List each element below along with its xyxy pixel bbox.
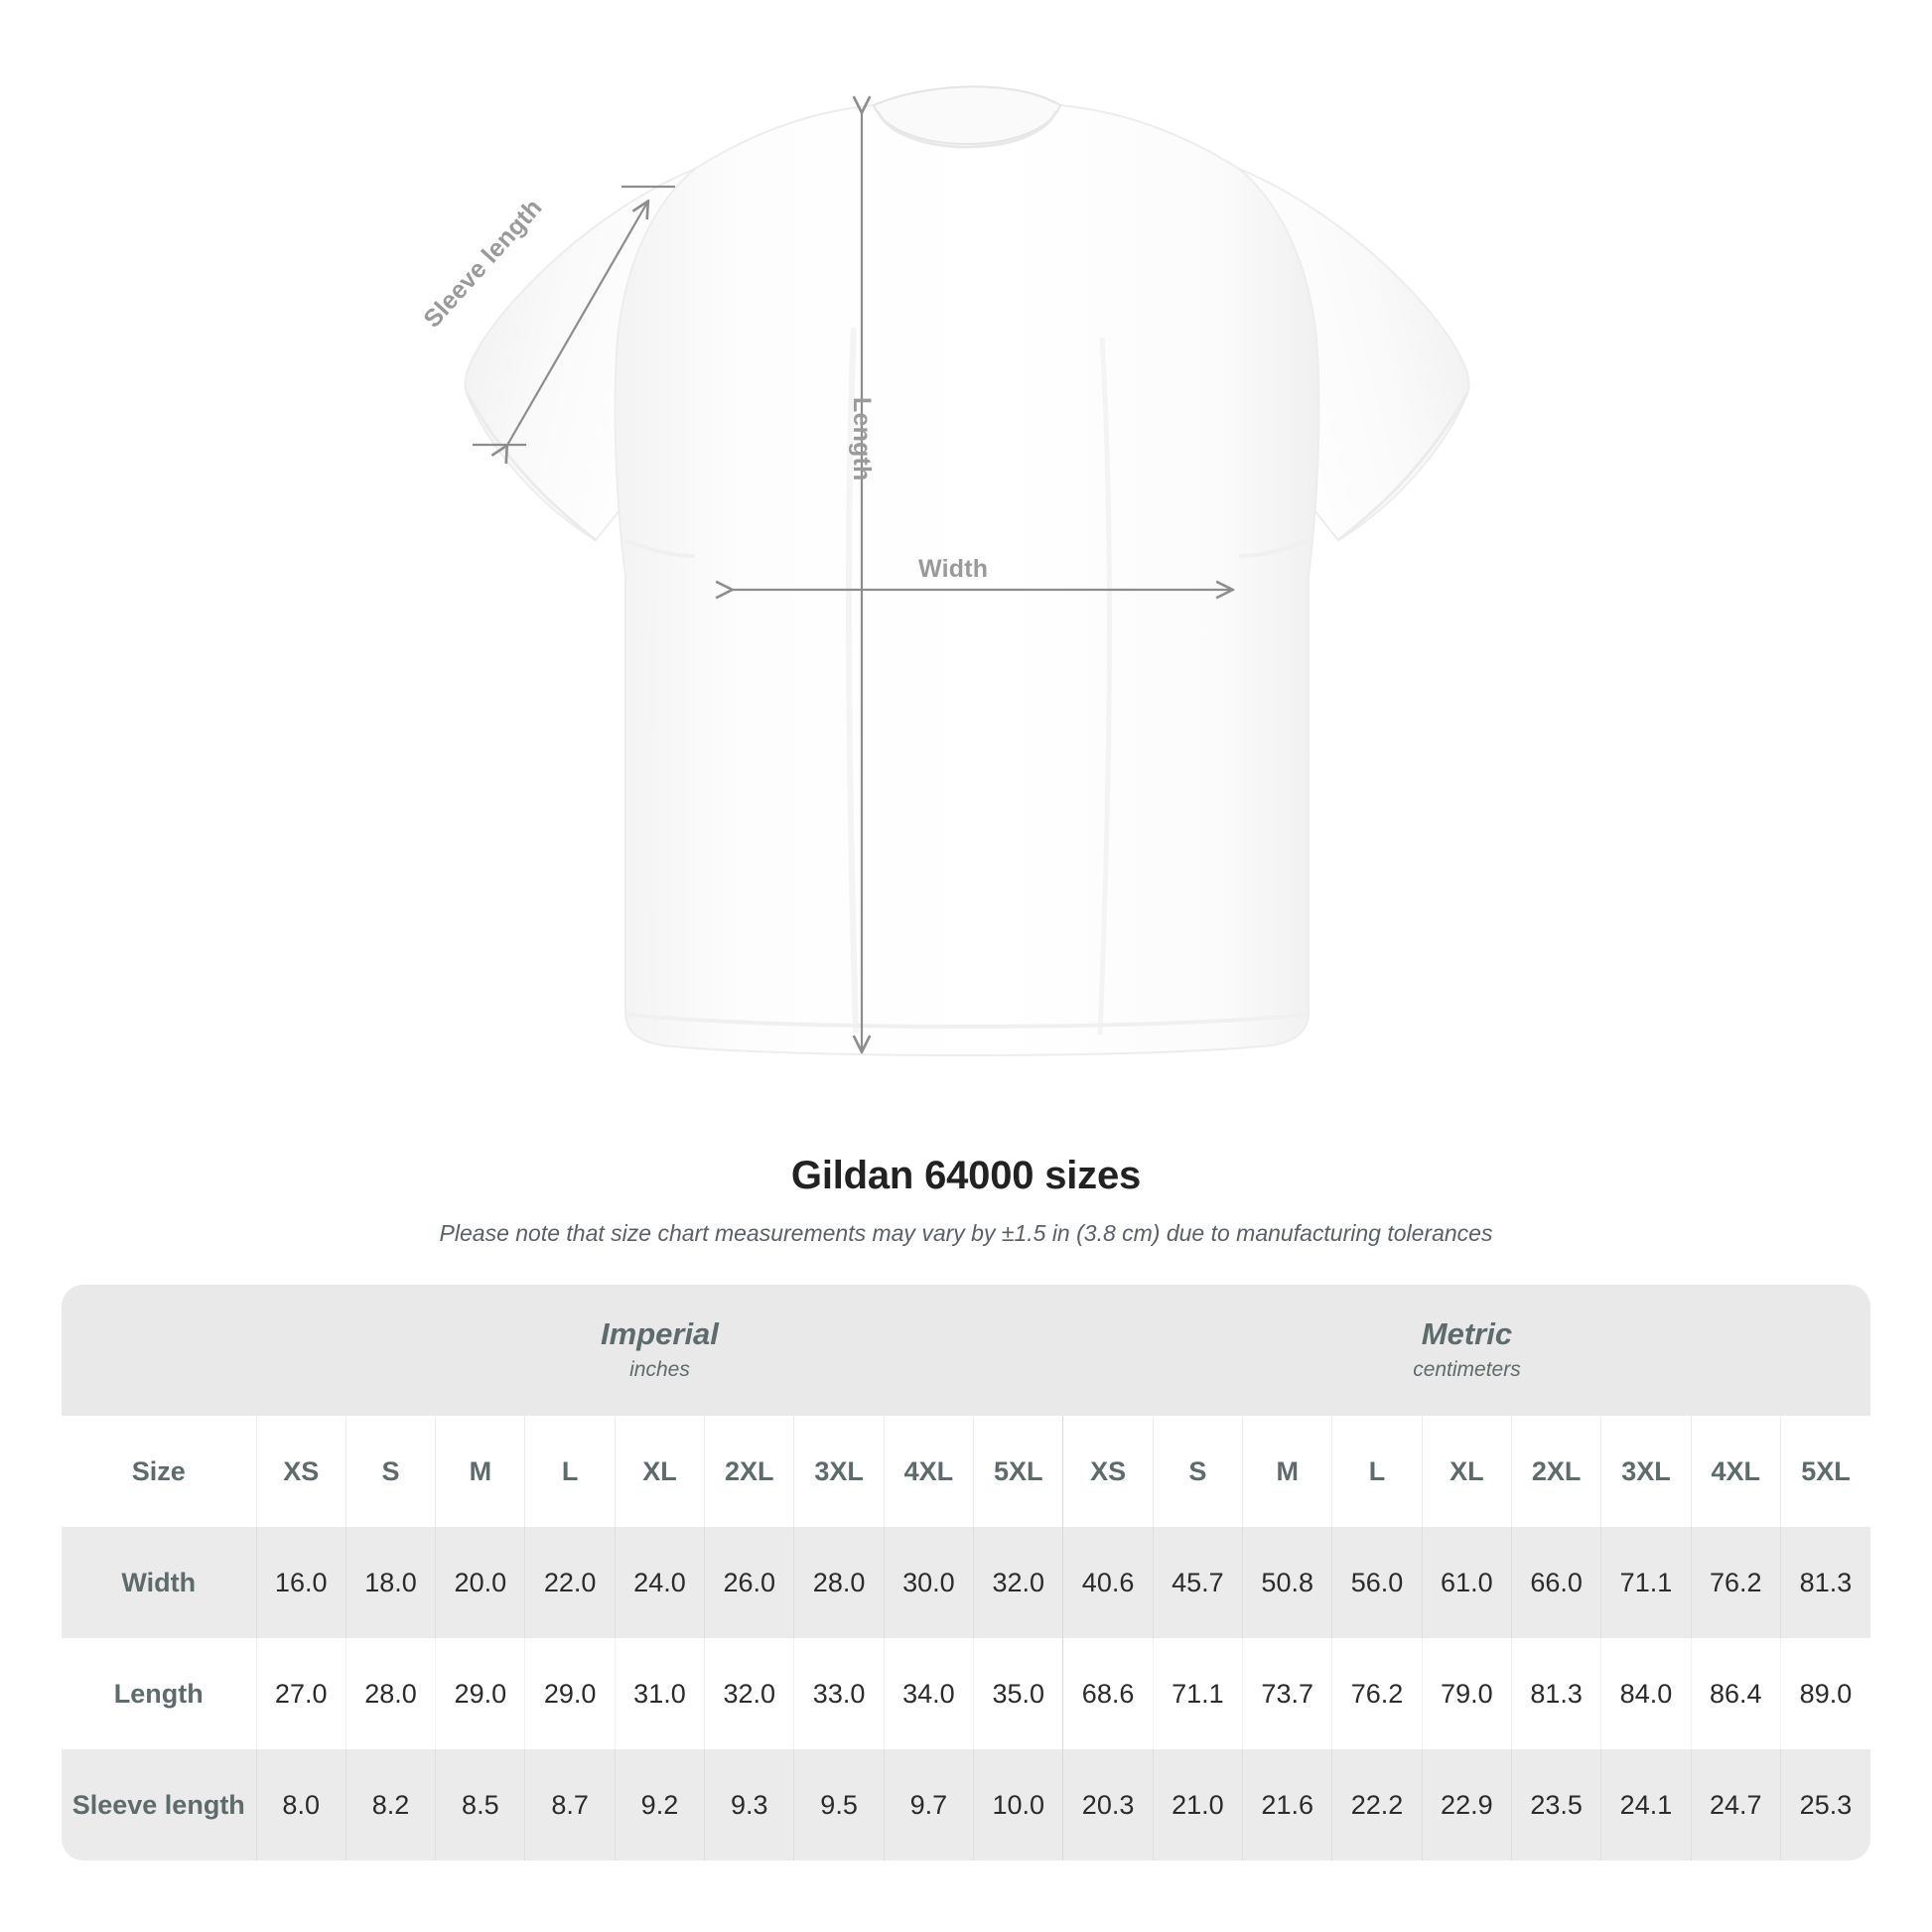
table-row: Sleeve length 8.0 8.2 8.5 8.7 9.2 9.3 9.… (62, 1749, 1870, 1861)
cell-value: 81.3 (1510, 1638, 1601, 1749)
sleeve-length-arrow (506, 203, 647, 447)
size-col-header: XL (614, 1416, 705, 1527)
unit-header-spacer (62, 1285, 257, 1416)
unit-header-row: Imperial inches Metric centimeters (62, 1285, 1870, 1416)
cell-value: 20.0 (435, 1527, 525, 1638)
cell-value: 26.0 (704, 1527, 794, 1638)
size-col-header: XS (1062, 1416, 1154, 1527)
cell-value: 21.6 (1242, 1749, 1332, 1861)
cell-value: 9.7 (883, 1749, 974, 1861)
size-col-header: M (1242, 1416, 1332, 1527)
table-row: Length 27.0 28.0 29.0 29.0 31.0 32.0 33.… (62, 1638, 1870, 1749)
cell-value: 22.2 (1331, 1749, 1423, 1861)
cell-value: 23.5 (1510, 1749, 1601, 1861)
cell-value: 29.0 (524, 1638, 616, 1749)
cell-value: 28.0 (345, 1638, 436, 1749)
cell-value: 33.0 (793, 1638, 885, 1749)
length-label: Length (848, 397, 876, 482)
size-col-header: 5XL (1779, 1416, 1870, 1527)
cell-value: 21.0 (1152, 1749, 1243, 1861)
cell-value: 76.2 (1331, 1638, 1423, 1749)
shirt-illustration: Sleeve length Length Width (418, 85, 1470, 1056)
cell-value: 79.0 (1421, 1638, 1512, 1749)
size-col-header: 2XL (1510, 1416, 1601, 1527)
cell-value: 9.2 (614, 1749, 705, 1861)
cell-value: 45.7 (1152, 1527, 1243, 1638)
size-row-label: Size (62, 1416, 257, 1527)
width-label: Width (918, 555, 989, 583)
cell-value: 29.0 (435, 1638, 525, 1749)
row-label: Sleeve length (62, 1749, 257, 1861)
cell-value: 84.0 (1600, 1638, 1692, 1749)
row-label: Width (62, 1527, 257, 1638)
size-col-header: 3XL (1600, 1416, 1692, 1527)
cell-value: 32.0 (704, 1638, 794, 1749)
unit-imperial-sub: inches (629, 1357, 690, 1381)
size-col-header: S (345, 1416, 436, 1527)
cell-value: 35.0 (973, 1638, 1063, 1749)
size-col-header: M (435, 1416, 525, 1527)
cell-value: 68.6 (1062, 1638, 1154, 1749)
cell-value: 34.0 (883, 1638, 974, 1749)
cell-value: 66.0 (1510, 1527, 1601, 1638)
cell-value: 10.0 (973, 1749, 1063, 1861)
cell-value: 28.0 (793, 1527, 885, 1638)
cell-value: 9.5 (793, 1749, 885, 1861)
cell-value: 89.0 (1779, 1638, 1870, 1749)
unit-group-imperial: Imperial inches (256, 1285, 1063, 1416)
cell-value: 86.4 (1690, 1638, 1781, 1749)
cell-value: 40.6 (1062, 1527, 1154, 1638)
size-col-header: 4XL (883, 1416, 974, 1527)
cell-value: 18.0 (345, 1527, 436, 1638)
cell-value: 27.0 (255, 1638, 346, 1749)
size-chart-table-wrapper: Imperial inches Metric centimeters Size … (62, 1285, 1870, 1861)
size-col-header: S (1152, 1416, 1243, 1527)
measurement-annotations (473, 111, 1231, 1050)
cell-value: 25.3 (1779, 1749, 1870, 1861)
cell-value: 56.0 (1331, 1527, 1423, 1638)
cell-value: 71.1 (1600, 1527, 1692, 1638)
table-row: Width 16.0 18.0 20.0 22.0 24.0 26.0 28.0… (62, 1527, 1870, 1638)
size-col-header: 5XL (973, 1416, 1063, 1527)
cell-value: 9.3 (704, 1749, 794, 1861)
unit-metric-sub: centimeters (1413, 1357, 1521, 1381)
cell-value: 30.0 (883, 1527, 974, 1638)
size-col-header: XS (255, 1416, 346, 1527)
cell-value: 31.0 (614, 1638, 705, 1749)
cell-value: 76.2 (1690, 1527, 1781, 1638)
cell-value: 81.3 (1779, 1527, 1870, 1638)
size-col-header: 3XL (793, 1416, 885, 1527)
cell-value: 20.3 (1062, 1749, 1154, 1861)
cell-value: 24.7 (1690, 1749, 1781, 1861)
cell-value: 24.0 (614, 1527, 705, 1638)
size-col-header: 4XL (1690, 1416, 1781, 1527)
cell-value: 50.8 (1242, 1527, 1332, 1638)
cell-value: 22.0 (524, 1527, 616, 1638)
cell-value: 8.7 (524, 1749, 616, 1861)
size-col-header: L (524, 1416, 616, 1527)
cell-value: 16.0 (255, 1527, 346, 1638)
cell-value: 61.0 (1421, 1527, 1512, 1638)
size-col-header: L (1331, 1416, 1423, 1527)
unit-imperial-name: Imperial (601, 1315, 719, 1351)
cell-value: 8.0 (255, 1749, 346, 1861)
cell-value: 71.1 (1152, 1638, 1243, 1749)
tolerance-note: Please note that size chart measurements… (439, 1220, 1493, 1246)
cell-value: 73.7 (1242, 1638, 1332, 1749)
unit-metric-name: Metric (1421, 1315, 1513, 1351)
unit-group-metric: Metric centimeters (1062, 1285, 1870, 1416)
size-header-row: Size XS S M L XL 2XL 3XL 4XL 5XL XS S M … (62, 1416, 1870, 1527)
cell-value: 22.9 (1421, 1749, 1512, 1861)
shirt-graphic (464, 85, 1470, 1056)
page-title: Gildan 64000 sizes (790, 1154, 1142, 1197)
size-col-header: XL (1421, 1416, 1512, 1527)
cell-value: 8.5 (435, 1749, 525, 1861)
size-chart-table: Imperial inches Metric centimeters Size … (62, 1285, 1870, 1861)
cell-value: 24.1 (1600, 1749, 1692, 1861)
size-col-header: 2XL (704, 1416, 794, 1527)
cell-value: 32.0 (973, 1527, 1063, 1638)
row-label: Length (62, 1638, 257, 1749)
chart-heading-block: Gildan 64000 sizes Please note that size… (0, 1154, 1932, 1247)
cell-value: 8.2 (345, 1749, 436, 1861)
